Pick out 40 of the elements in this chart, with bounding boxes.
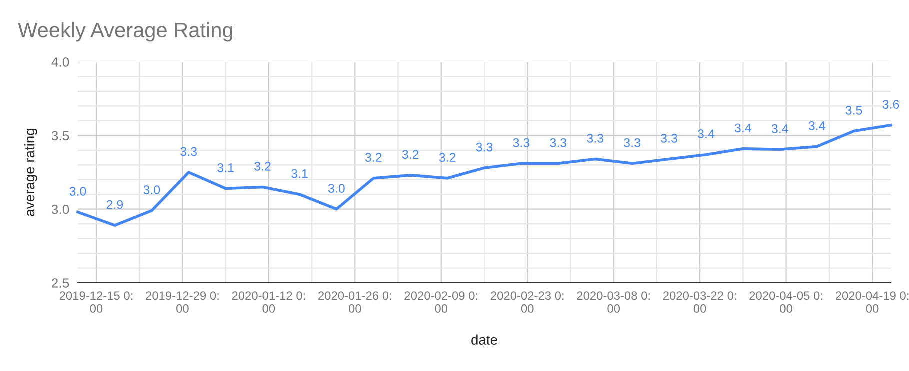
x-tick-label: 2020-04-05 0: 00	[750, 292, 822, 313]
x-tick-label: 2020-03-22 0: 00	[663, 292, 736, 313]
data-label: 3.3	[476, 142, 493, 152]
x-tick-label: 2020-01-12 0: 00	[232, 292, 306, 313]
data-label: 3.6	[882, 100, 900, 109]
data-label: 3.2	[439, 153, 456, 162]
data-label: 3.3	[661, 134, 678, 143]
data-label: 3.2	[365, 153, 382, 162]
x-tick-label: 2020-02-09 0: 00	[404, 292, 478, 313]
data-label: 3.0	[144, 186, 160, 194]
y-tick-label: 4.0	[52, 58, 70, 67]
data-label: 3.4	[808, 122, 826, 130]
y-axis-title: average rating	[24, 128, 38, 216]
x-axis-title: date	[472, 334, 498, 345]
data-label: 3.3	[513, 138, 530, 148]
x-tick-label: 2019-12-29 0: 00	[146, 292, 219, 313]
data-label: 2.9	[106, 200, 124, 210]
y-tick-label: 3.5	[52, 131, 70, 141]
data-label: 3.2	[402, 150, 419, 160]
data-label: 3.4	[734, 124, 752, 133]
y-tick-label: 2.5	[52, 278, 70, 288]
data-label: 3.0	[328, 184, 345, 193]
data-label: 3.3	[587, 134, 604, 143]
chart-title: Weekly Average Rating	[18, 22, 232, 42]
y-tick-label: 3.0	[52, 204, 70, 214]
data-label: 3.2	[254, 162, 271, 171]
data-label: 3.4	[772, 124, 788, 134]
x-tick-label: 2019-12-15 0: 00	[60, 292, 133, 313]
x-tick-label: 2020-03-08 0: 00	[577, 292, 650, 313]
data-label: 3.3	[550, 138, 567, 148]
x-tick-label: 2020-02-23 0: 00	[491, 292, 564, 313]
data-label: 3.3	[180, 147, 198, 156]
data-label: 3.5	[846, 106, 862, 115]
x-tick-label: 2020-04-19 0: 00	[836, 292, 909, 313]
data-label: 3.0	[70, 187, 86, 196]
data-label: 3.3	[624, 138, 640, 148]
data-label: 3.1	[292, 169, 308, 178]
data-label: 3.4	[698, 130, 715, 138]
x-tick-label: 2020-01-26 0: 00	[318, 292, 392, 313]
data-label: 3.1	[218, 163, 234, 172]
